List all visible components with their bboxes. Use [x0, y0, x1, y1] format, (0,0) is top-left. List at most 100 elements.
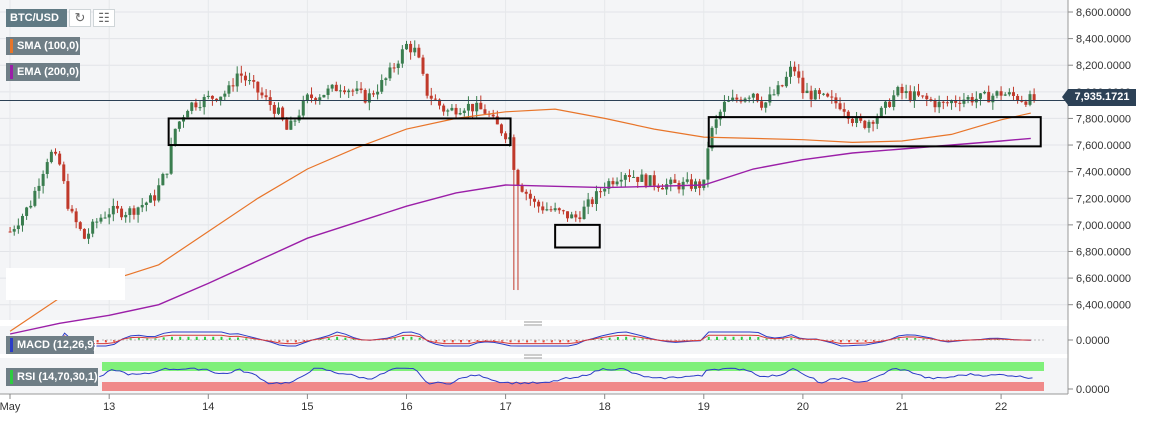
candle-body: [879, 107, 883, 117]
candle-body: [495, 116, 499, 125]
candle-body: [475, 102, 479, 112]
candle-body: [541, 206, 545, 211]
candle-body: [136, 207, 140, 215]
candle-body: [400, 49, 404, 64]
candle-body: [425, 73, 429, 96]
candle-body: [157, 185, 161, 201]
macd-bar: [129, 338, 132, 340]
macd-bar: [203, 336, 206, 340]
ema-line: [9, 137, 1031, 335]
candle-body: [995, 91, 999, 96]
candle-body: [735, 97, 739, 100]
macd-bar: [402, 336, 405, 340]
candle-body: [900, 87, 904, 94]
macd-bar: [476, 340, 479, 342]
candle-body: [652, 175, 656, 186]
candle-body: [103, 217, 107, 219]
candle-body: [16, 225, 20, 230]
macd-bar: [914, 338, 917, 340]
macd-bar: [897, 338, 900, 340]
candle-body: [607, 181, 611, 189]
candle-body: [644, 174, 648, 186]
candle-body: [1020, 100, 1024, 102]
panel-resize-handle[interactable]: [524, 354, 542, 359]
candle-body: [380, 80, 384, 92]
candle-body: [87, 233, 91, 239]
candle-body: [256, 81, 260, 93]
candle-body: [450, 107, 454, 111]
candle-body: [198, 107, 202, 109]
candle-body: [409, 43, 413, 53]
macd-bar: [195, 336, 198, 340]
candle-body: [929, 99, 933, 101]
y-tick-label: 7,400.0000: [1076, 167, 1131, 179]
candle-body: [636, 176, 640, 182]
macd-bar: [352, 339, 355, 340]
y-tick-label: 0.0000: [1076, 384, 1110, 396]
macd-bar: [228, 337, 231, 340]
candle-body: [446, 110, 450, 112]
candle-body: [846, 111, 850, 119]
y-tick-label: 6,600.0000: [1076, 273, 1131, 285]
candle-body: [177, 121, 181, 129]
refresh-icon[interactable]: ↻: [69, 9, 91, 27]
candle-body: [950, 101, 954, 104]
candle-body: [570, 214, 574, 219]
macd-label: MACD (12,26,9): [17, 339, 98, 351]
candle-body: [908, 91, 912, 101]
candle-body: [301, 100, 305, 116]
candle-body: [289, 120, 293, 130]
candle-body: [689, 179, 693, 189]
candle-body: [896, 87, 900, 96]
candle-body: [120, 208, 124, 218]
candle-body: [817, 90, 821, 94]
candle-body: [359, 88, 363, 91]
sma-legend[interactable]: SMA (100,0): [6, 37, 80, 55]
candle-body: [264, 95, 268, 98]
candle-body: [966, 97, 970, 100]
x-tick-label: 17: [499, 401, 511, 413]
x-tick-label: 16: [400, 401, 412, 413]
panel-resize-handle[interactable]: [524, 321, 542, 326]
candle-body: [367, 93, 371, 103]
ema-legend[interactable]: EMA (200,0): [6, 63, 80, 81]
candle-body: [252, 80, 256, 82]
candle-body: [438, 99, 442, 106]
candle-body: [384, 78, 388, 81]
candle-body: [640, 174, 644, 182]
rsi-swatch: [10, 370, 13, 385]
rsi-legend[interactable]: RSI (14,70,30,1): [6, 368, 98, 386]
candle-body: [132, 208, 136, 215]
y-tick-label: 7,000.0000: [1076, 220, 1131, 232]
candle-body: [190, 102, 194, 111]
candle-body: [524, 191, 528, 194]
candle-body: [54, 151, 58, 154]
candle-body: [545, 209, 549, 211]
macd-bar: [856, 340, 859, 343]
sma-line: [9, 108, 1031, 332]
candle-body: [347, 90, 351, 93]
macd-bar: [790, 337, 793, 340]
macd-bar: [633, 337, 636, 340]
macd-bar: [872, 340, 875, 342]
candle-body: [74, 211, 78, 223]
candle-body: [768, 94, 772, 103]
candle-body: [462, 110, 466, 114]
candle-body: [983, 91, 987, 94]
candle-body: [978, 93, 982, 99]
macd-bar: [526, 340, 529, 343]
sma-label: SMA (100,0): [17, 40, 79, 52]
candle-body: [260, 92, 264, 96]
macd-legend[interactable]: MACD (12,26,9): [6, 336, 98, 354]
candle-body: [925, 95, 929, 100]
candle-body: [95, 221, 99, 223]
candle-body: [169, 144, 173, 174]
x-tick-label: 18: [599, 401, 611, 413]
blank-overlay: [6, 268, 125, 300]
candle-body: [648, 175, 652, 186]
candle-body: [272, 104, 276, 114]
candle-body: [991, 95, 995, 103]
candle-body: [466, 103, 470, 111]
symbol-label[interactable]: BTC/USD: [6, 9, 67, 27]
calendar-icon[interactable]: ☷: [93, 9, 115, 27]
